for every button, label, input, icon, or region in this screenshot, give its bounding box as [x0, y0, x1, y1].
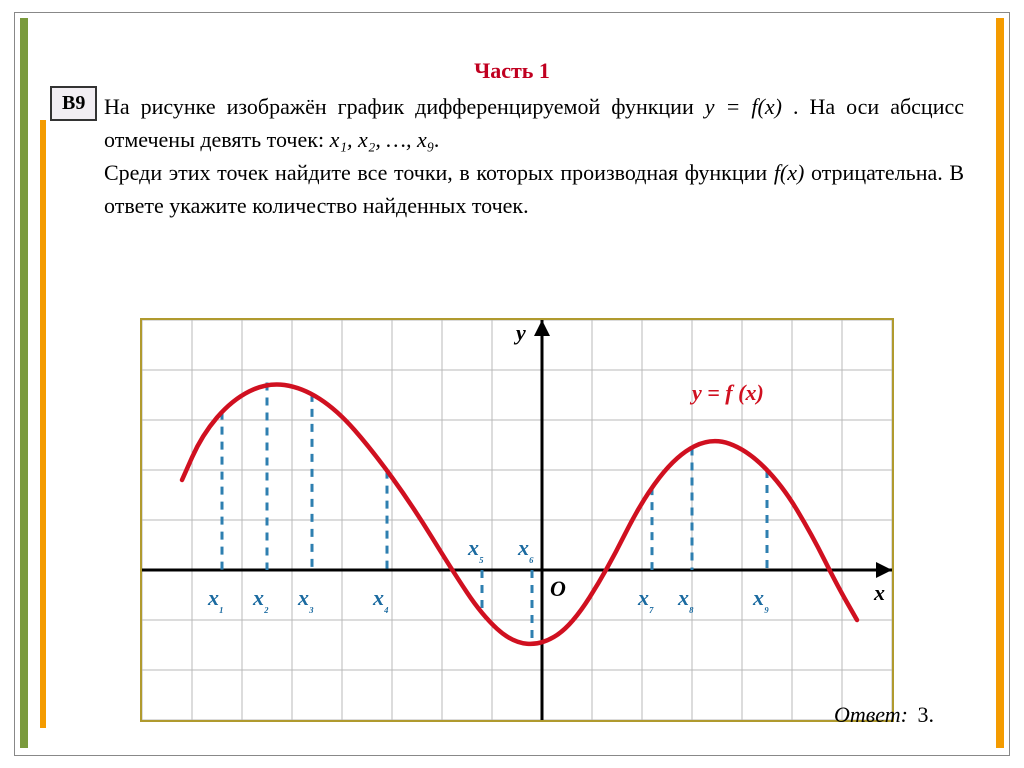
equation-yfx: y = f(x) [705, 94, 782, 119]
svg-text:x₂: x₂ [252, 585, 269, 614]
function-fx: f(x) [774, 160, 805, 185]
function-graph: x y Oy = f (x) x₁ x₂ x₃ x₄ x₅ x₆ x₇ x₈ x₉ [142, 320, 892, 720]
answer-line: Ответ: 3. [834, 702, 934, 728]
accent-bar-right-orange [996, 18, 1004, 748]
svg-text:x₇: x₇ [637, 585, 654, 614]
svg-text:y: y [513, 320, 526, 345]
problem-number-badge: В9 [50, 86, 97, 121]
problem-text-part: Среди этих точек найдите все точки, в ко… [104, 160, 774, 185]
svg-text:x₄: x₄ [372, 585, 389, 614]
svg-text:y = f (x): y = f (x) [689, 380, 764, 405]
points-enumeration: x₁, x₂, …, x₉. [330, 127, 440, 152]
accent-bar-left-orange [40, 120, 46, 728]
accent-bar-left-green [20, 18, 28, 748]
chart-container: x y Oy = f (x) x₁ x₂ x₃ x₄ x₅ x₆ x₇ x₈ x₉ [140, 318, 894, 722]
answer-label: Ответ: [834, 702, 908, 727]
svg-text:x: x [873, 580, 885, 605]
problem-text: На рисунке изображён график дифференциру… [104, 90, 964, 222]
svg-text:x₅: x₅ [467, 535, 484, 564]
problem-text-part: На рисунке изображён график дифференциру… [104, 94, 705, 119]
svg-text:x₆: x₆ [517, 535, 534, 564]
answer-value: 3. [914, 702, 935, 727]
svg-text:x₁: x₁ [207, 585, 224, 614]
section-title: Часть 1 [0, 58, 1024, 84]
svg-text:x₃: x₃ [297, 585, 314, 614]
svg-text:O: O [550, 576, 566, 601]
svg-text:x₈: x₈ [677, 585, 694, 614]
svg-text:x₉: x₉ [752, 585, 769, 614]
